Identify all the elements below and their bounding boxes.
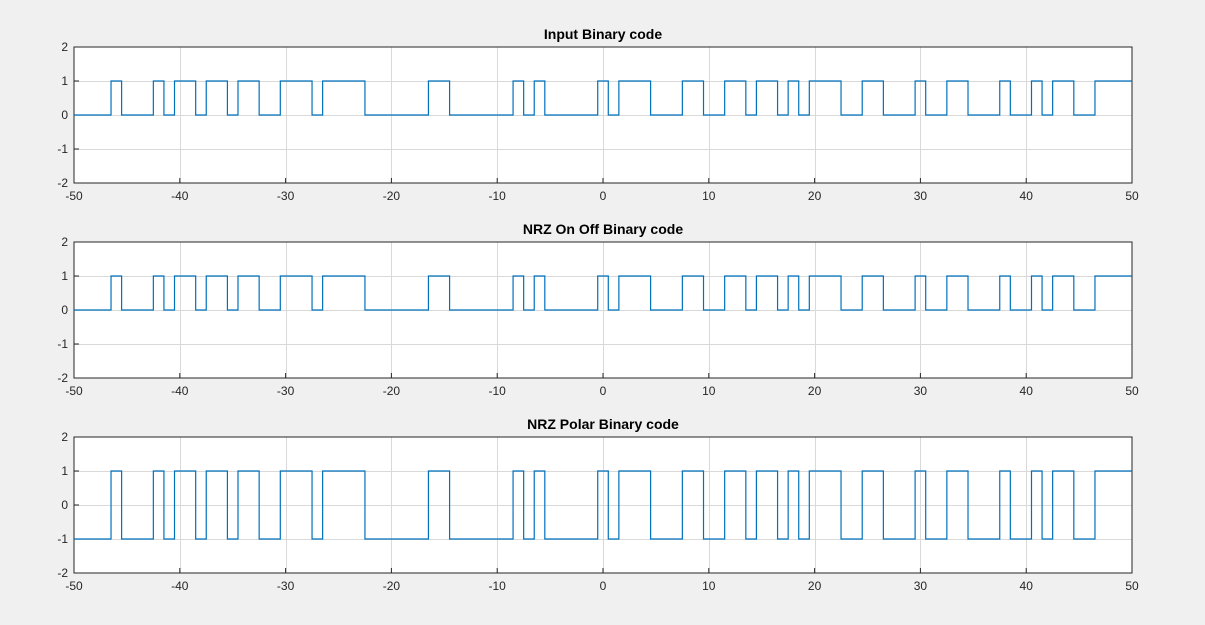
y-tick-label: 2 — [61, 430, 68, 444]
x-tick-label: 40 — [1020, 384, 1034, 398]
x-tick-label: 10 — [702, 384, 716, 398]
y-tick-label: 0 — [61, 498, 68, 512]
x-tick-label: 50 — [1125, 384, 1139, 398]
x-tick-label: -20 — [383, 189, 401, 203]
chart-title: NRZ On Off Binary code — [523, 221, 683, 237]
x-tick-label: -50 — [65, 579, 83, 593]
x-tick-label: -50 — [65, 384, 83, 398]
chart-title: NRZ Polar Binary code — [527, 416, 679, 432]
x-tick-label: 40 — [1020, 189, 1034, 203]
x-tick-label: -30 — [277, 384, 295, 398]
y-tick-label: -1 — [57, 337, 68, 351]
y-tick-label: -2 — [57, 176, 68, 190]
y-tick-label: 2 — [61, 235, 68, 249]
signal-series-line — [74, 470, 1132, 540]
x-tick-label: -10 — [489, 579, 507, 593]
y-tick-label: 1 — [61, 269, 68, 283]
x-tick-label: -30 — [277, 189, 295, 203]
y-tick-label: -1 — [57, 142, 68, 156]
chart-title: Input Binary code — [544, 26, 662, 42]
x-tick-label: 50 — [1125, 579, 1139, 593]
x-tick-label: 10 — [702, 189, 716, 203]
x-tick-label: -40 — [171, 189, 189, 203]
x-tick-label: -30 — [277, 579, 295, 593]
x-tick-label: 50 — [1125, 189, 1139, 203]
x-tick-label: -10 — [489, 384, 507, 398]
y-tick-label: 1 — [61, 464, 68, 478]
x-tick-label: 30 — [914, 189, 928, 203]
y-tick-label: -2 — [57, 566, 68, 580]
x-tick-label: -40 — [171, 384, 189, 398]
x-tick-label: 0 — [600, 384, 607, 398]
x-tick-label: -20 — [383, 384, 401, 398]
x-tick-label: 20 — [808, 579, 822, 593]
x-tick-label: 20 — [808, 384, 822, 398]
y-tick-label: -2 — [57, 371, 68, 385]
x-tick-label: 30 — [914, 579, 928, 593]
x-tick-label: 0 — [600, 579, 607, 593]
x-tick-label: -10 — [489, 189, 507, 203]
x-tick-label: -40 — [171, 579, 189, 593]
y-tick-label: 2 — [61, 40, 68, 54]
x-tick-label: 0 — [600, 189, 607, 203]
x-tick-label: -50 — [65, 189, 83, 203]
y-tick-label: 0 — [61, 303, 68, 317]
x-tick-label: 40 — [1020, 579, 1034, 593]
x-tick-label: -20 — [383, 579, 401, 593]
x-tick-label: 20 — [808, 189, 822, 203]
x-tick-label: 30 — [914, 384, 928, 398]
y-tick-label: -1 — [57, 532, 68, 546]
x-tick-label: 10 — [702, 579, 716, 593]
signal-series-line — [74, 275, 1132, 311]
signal-series-line — [74, 80, 1132, 116]
y-tick-label: 0 — [61, 108, 68, 122]
y-tick-label: 1 — [61, 74, 68, 88]
